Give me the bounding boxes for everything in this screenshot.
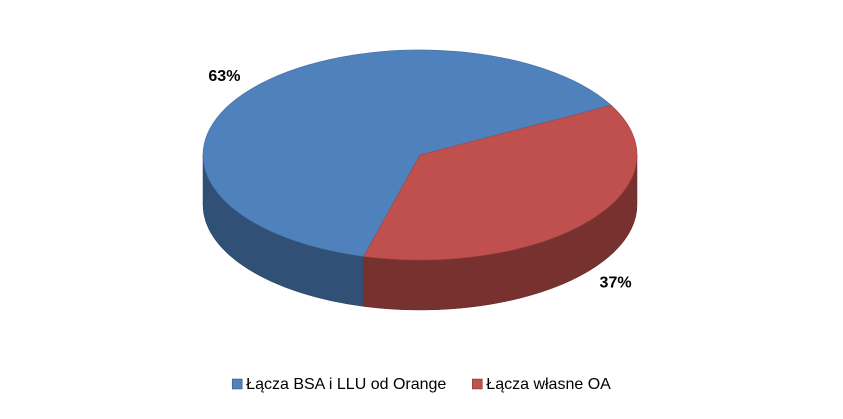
value-label: 37%	[600, 274, 632, 291]
value-label: 63%	[208, 68, 240, 85]
slice	[363, 105, 638, 261]
legend-label: Łącza własne OA	[486, 376, 611, 393]
legend-label: Łącza BSA i LLU od Orange	[246, 376, 446, 393]
legend: Łącza BSA i LLU od Orange Łącza własne OA	[231, 376, 611, 393]
legend-swatch	[472, 378, 483, 390]
legend-swatch	[231, 378, 243, 390]
slice	[202, 49, 612, 257]
